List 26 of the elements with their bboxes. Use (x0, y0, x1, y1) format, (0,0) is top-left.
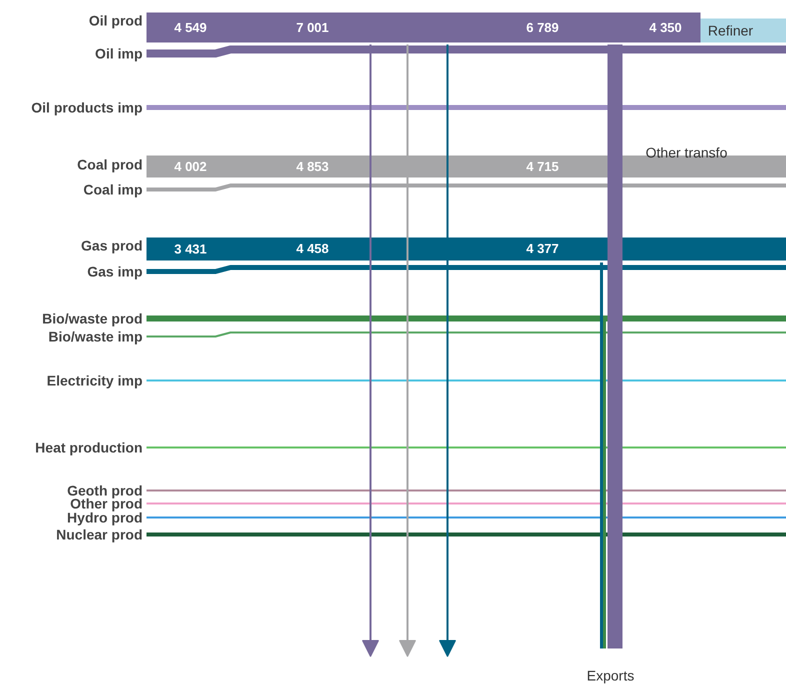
text: Exports (586, 668, 634, 684)
category-label: Coal prod (77, 156, 143, 172)
data-label: 3 431 (174, 242, 207, 256)
category-label: Heat production (35, 440, 143, 456)
text: 4 715 (526, 159, 559, 174)
text: Refiner (708, 22, 754, 38)
text: 4 350 (649, 20, 682, 35)
text: 6 789 (526, 20, 559, 35)
text: 4 377 (526, 241, 559, 256)
category-label: Oil products imp (31, 100, 143, 116)
category-label: Gas imp (87, 264, 143, 280)
category-label: Geoth prod (67, 482, 143, 498)
category-label: Gas prod (81, 238, 143, 254)
category-label: Oil imp (95, 46, 143, 62)
data-label: 4 002 (174, 159, 207, 174)
category-label: Oil prod (88, 12, 143, 28)
category-label: Nuclear prod (56, 526, 143, 542)
text: 4 853 (296, 159, 329, 174)
category-label: Bio/waste imp (48, 328, 143, 344)
text: 4 458 (296, 241, 329, 256)
text: 7 001 (296, 20, 329, 35)
category-label: Bio/waste prod (42, 310, 143, 326)
category-label: Electricity imp (46, 372, 142, 388)
data-label: 4 549 (174, 20, 207, 35)
category-label: Coal imp (83, 182, 143, 198)
text: Other transfo (646, 144, 728, 160)
